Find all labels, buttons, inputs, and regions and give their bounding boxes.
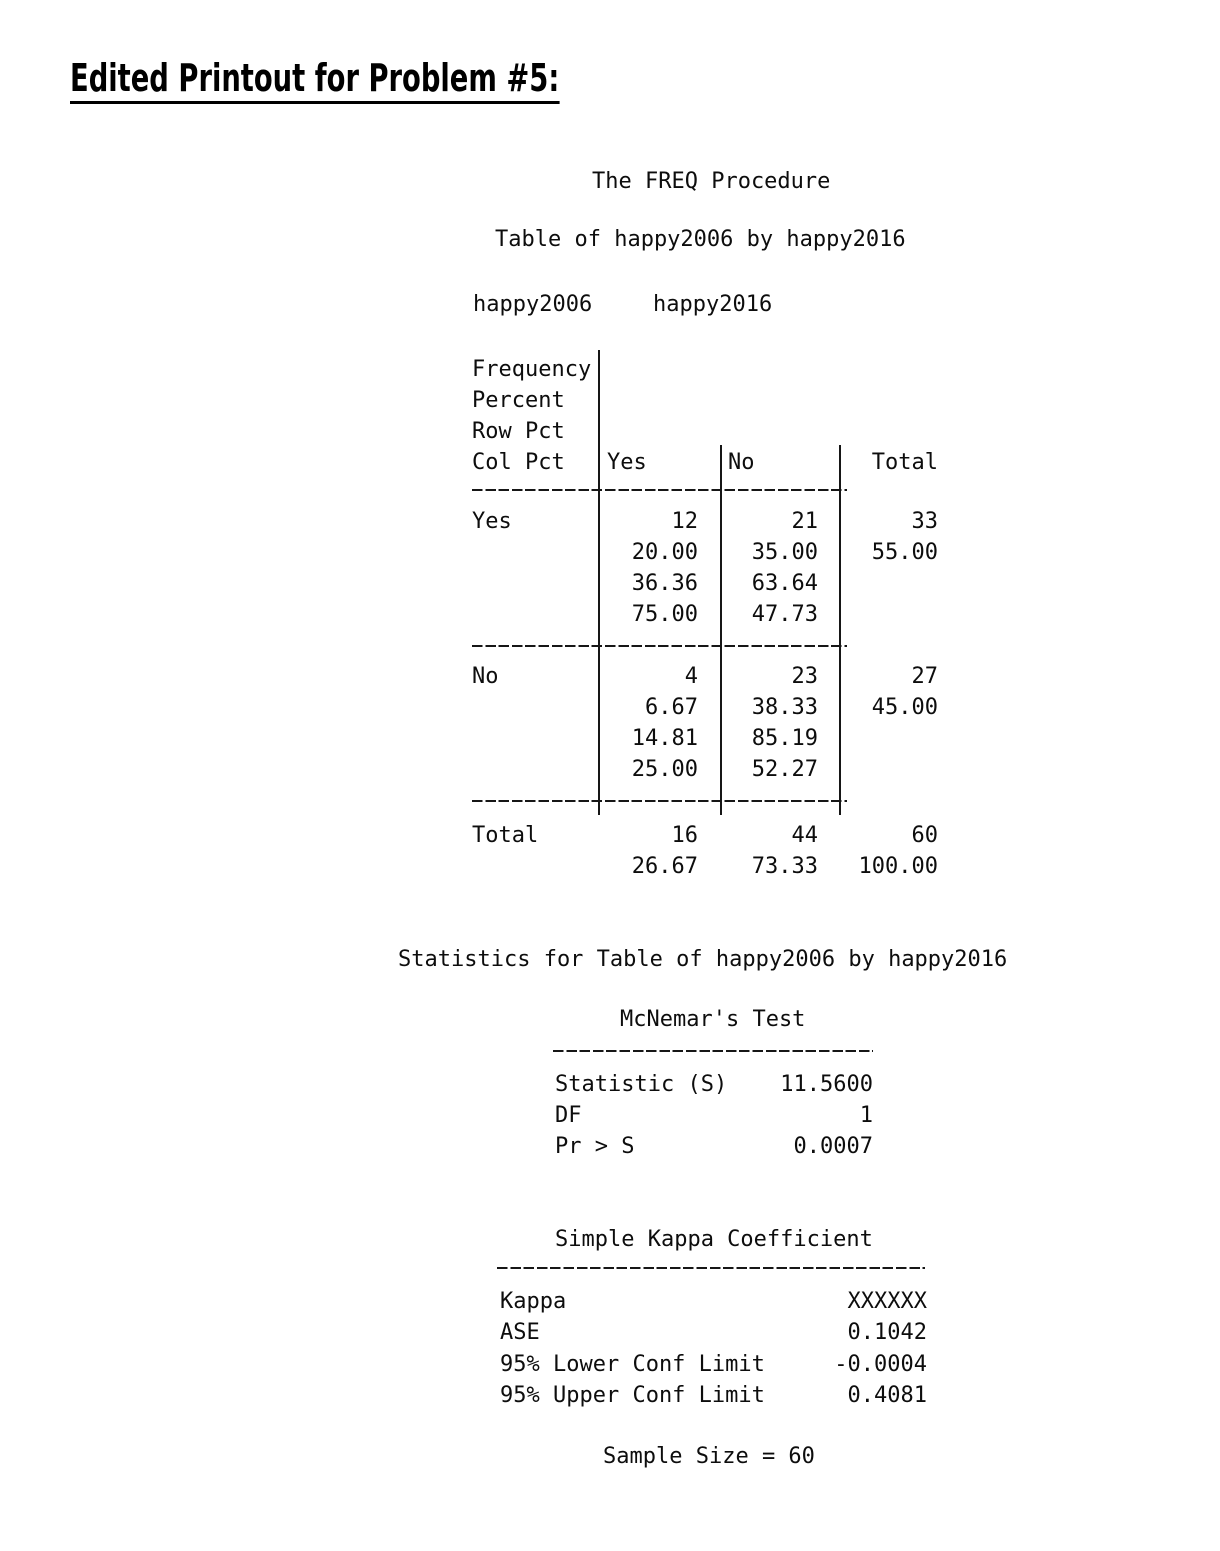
kappa-rule	[497, 1267, 925, 1269]
cell-total-no: 44 73.33	[751, 823, 818, 879]
cell-no-no: 23 38.33 85.19 52.27	[751, 664, 818, 782]
kappa-label: Kappa	[500, 1289, 567, 1314]
col-variable-label: happy2016	[653, 292, 773, 317]
mcnemar-statistic-label: Statistic (S)	[555, 1072, 728, 1097]
col-header-no: No	[728, 450, 755, 475]
crosstab-title: Table of happy2006 by happy2016	[495, 227, 906, 252]
row-label-yes: Yes	[472, 509, 512, 534]
row-variable-label: happy2006	[473, 292, 593, 317]
mcnemar-df-value: 1	[859, 1103, 873, 1128]
cell-stat-labels: Frequency Percent Row Pct Col Pct	[472, 357, 592, 475]
kappa-lower-conf-label: 95% Lower Conf Limit	[500, 1352, 765, 1377]
table-vertical-rule-2	[720, 445, 722, 815]
mcnemar-df-label: DF	[555, 1103, 582, 1128]
mcnemar-statistic-value: 11.5600	[780, 1072, 873, 1097]
page-title: Edited Printout for Problem #5:	[70, 56, 560, 104]
col-header-total: Total	[871, 450, 938, 475]
cell-yes-total: 33 55.00	[871, 509, 938, 565]
kappa-upper-conf-value: 0.4081	[847, 1383, 927, 1408]
sample-size: Sample Size = 60	[603, 1444, 815, 1469]
cell-no-yes: 4 6.67 14.81 25.00	[631, 664, 698, 782]
kappa-upper-conf-label: 95% Upper Conf Limit	[500, 1383, 765, 1408]
cell-total-yes: 16 26.67	[631, 823, 698, 879]
kappa-value: XXXXXX	[847, 1289, 927, 1314]
row-label-no: No	[472, 664, 499, 689]
row-label-total: Total	[472, 823, 539, 848]
cell-total-total: 60 100.00	[858, 823, 938, 879]
table-vertical-rule-3	[839, 445, 841, 815]
table-horizontal-rule-3	[472, 800, 847, 802]
mcnemar-rule	[553, 1050, 873, 1052]
freq-procedure-title: The FREQ Procedure	[592, 169, 831, 194]
cell-yes-yes: 12 20.00 36.36 75.00	[631, 509, 698, 627]
kappa-lower-conf-value: -0.0004	[834, 1352, 927, 1377]
mcnemar-pvalue-value: 0.0007	[793, 1134, 873, 1159]
table-horizontal-rule-2	[472, 645, 847, 647]
kappa-ase-value: 0.1042	[847, 1320, 927, 1345]
cell-yes-no: 21 35.00 63.64 47.73	[751, 509, 818, 627]
table-horizontal-rule-1	[472, 489, 847, 491]
statistics-heading: Statistics for Table of happy2006 by hap…	[398, 947, 1008, 972]
kappa-ase-label: ASE	[500, 1320, 540, 1345]
cell-no-total: 27 45.00	[871, 664, 938, 720]
kappa-title: Simple Kappa Coefficient	[555, 1227, 873, 1252]
table-vertical-rule-1	[598, 350, 600, 815]
page-title-wrap: Edited Printout for Problem #5:	[70, 56, 560, 104]
mcnemar-pvalue-label: Pr > S	[555, 1134, 635, 1159]
col-header-yes: Yes	[607, 450, 647, 475]
mcnemar-title: McNemar's Test	[620, 1007, 806, 1032]
